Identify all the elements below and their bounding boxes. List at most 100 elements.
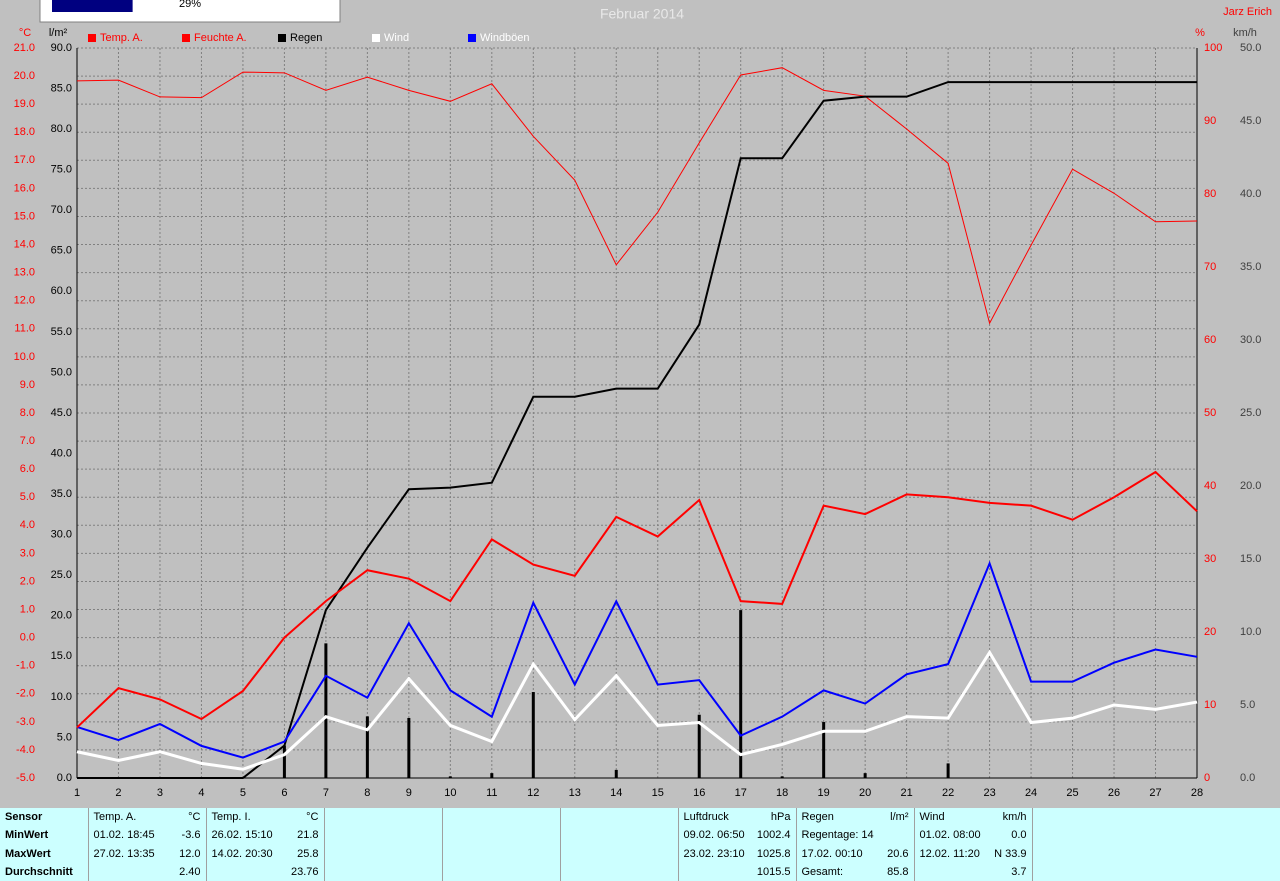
chart: Februar 2014 Jarz Erich 29%°C-5.0-4.0-3.… (14, 0, 1272, 799)
table-cell (1031, 808, 1280, 827)
y-tick-label: 0.0 (20, 632, 35, 644)
rain-bar (614, 769, 618, 778)
rain-bar (739, 610, 743, 778)
y-tick-label: 35.0 (1240, 261, 1261, 273)
y-tick-label: -5.0 (16, 772, 35, 784)
rain-bar (490, 773, 494, 778)
cell-text: Regentage: 14 (801, 829, 874, 842)
x-tick-label: 15 (652, 787, 664, 799)
table-cell (559, 826, 678, 845)
axis-unit: °C (19, 27, 31, 39)
rain-bar (822, 722, 826, 778)
table-cell: 1015.5 (677, 862, 796, 881)
rain-bar (448, 776, 452, 778)
x-tick-label: 13 (569, 787, 581, 799)
table-cell: 17.02. 00:10 20.6 (795, 844, 914, 863)
x-tick-label: 1 (74, 787, 80, 799)
rain-bar (407, 717, 411, 778)
y-tick-label: 11.0 (14, 323, 35, 335)
x-tick-label: 12 (527, 787, 539, 799)
author: Jarz Erich (1223, 6, 1272, 18)
axis-unit: km/h (1233, 27, 1257, 39)
cell-text: l/m² (890, 811, 909, 824)
cell-text: 3.7 (1011, 865, 1027, 878)
cell-text: Regen (801, 811, 834, 824)
y-tick-label: 60.0 (51, 285, 72, 297)
rain-bar (531, 692, 535, 778)
y-tick-label: 30 (1204, 553, 1216, 565)
rain-bar (863, 773, 867, 778)
cell-text: 1025.8 (756, 847, 791, 860)
table-cell: 14.02. 20:30 25.8 (205, 844, 324, 863)
table-cell (1031, 862, 1280, 881)
y-tick-label: 0.0 (57, 772, 72, 784)
y-tick-label: 65.0 (51, 245, 72, 257)
table-cell (323, 844, 442, 863)
y-tick-label: 20.0 (1240, 480, 1261, 492)
x-tick-label: 9 (406, 787, 412, 799)
cell-text: 17.02. 00:10 (801, 847, 863, 860)
cell-text: 2.40 (179, 865, 201, 878)
y-tick-label: 15.0 (1240, 553, 1261, 565)
table-cell: 12.02. 11:20 N 33.9 (913, 844, 1032, 863)
cell-text: Durchschnitt (5, 865, 73, 878)
table-cell: Regentage: 14 (795, 826, 914, 845)
x-tick-label: 4 (198, 787, 204, 799)
legend-label: Windböen (480, 32, 530, 44)
y-tick-label: -3.0 (16, 716, 35, 728)
cell-text: N 33.9 (994, 847, 1027, 860)
cell-text: -3.6 (181, 829, 201, 842)
cell-text: 12.02. 11:20 (919, 847, 980, 860)
y-tick-label: 15.0 (14, 210, 35, 222)
table-cell (441, 862, 560, 881)
cell-text: MaxWert (5, 847, 51, 860)
rain-bar (365, 716, 369, 778)
cell-text: 25.8 (297, 847, 319, 860)
table-cell: 23.02. 23:10 1025.8 (677, 844, 796, 863)
y-tick-label: 30.0 (1240, 334, 1261, 346)
x-tick-label: 8 (364, 787, 370, 799)
cell-text: Luftdruck (683, 811, 729, 824)
series-line (76, 560, 1198, 759)
y-tick-label: 3.0 (20, 547, 35, 559)
y-tick-label: 14.0 (14, 238, 35, 250)
series-line (76, 470, 1198, 729)
cell-text: 12.0 (179, 847, 201, 860)
y-tick-label: 2.0 (20, 575, 35, 587)
y-tick-label: -2.0 (16, 688, 35, 700)
cell-text: 01.02. 08:00 (919, 829, 981, 842)
x-tick-label: 5 (240, 787, 246, 799)
x-tick-label: 21 (901, 787, 913, 799)
x-tick-label: 16 (693, 787, 705, 799)
cell-text: 23.76 (290, 865, 319, 878)
y-tick-label: 19.0 (14, 98, 35, 110)
x-tick-label: 22 (942, 787, 954, 799)
y-tick-label: 50.0 (1240, 42, 1261, 54)
cell-text: 21.8 (297, 829, 319, 842)
rain-bar (697, 714, 701, 778)
y-tick-label: 18.0 (14, 126, 35, 138)
y-tick-label: 90.0 (51, 42, 72, 54)
y-tick-label: 13.0 (14, 267, 35, 279)
cell-text: 01.02. 18:45 (93, 829, 155, 842)
y-tick-label: 25.0 (1240, 407, 1261, 419)
y-tick-label: 4.0 (20, 519, 35, 531)
cell-text: 26.02. 15:10 (211, 829, 273, 842)
cell-text: MinWert (5, 829, 49, 842)
table-cell: MinWert (0, 826, 88, 844)
y-tick-label: 75.0 (51, 164, 72, 176)
table-cell (323, 826, 442, 845)
cell-text: km/h (1002, 811, 1027, 824)
cell-text: hPa (770, 811, 791, 824)
table-cell (441, 844, 560, 863)
table-cell: 27.02. 13:35 12.0 (87, 844, 206, 863)
y-tick-label: 20.0 (14, 70, 35, 82)
y-tick-label: 85.0 (51, 82, 72, 94)
y-tick-label: 7.0 (20, 435, 35, 447)
table-cell: Sensor (0, 808, 88, 826)
series-line (76, 67, 1198, 325)
y-tick-label: 5.0 (1240, 699, 1255, 711)
table-cell (1031, 844, 1280, 863)
legend-label: Wind (384, 32, 409, 44)
y-tick-label: 17.0 (14, 154, 35, 166)
